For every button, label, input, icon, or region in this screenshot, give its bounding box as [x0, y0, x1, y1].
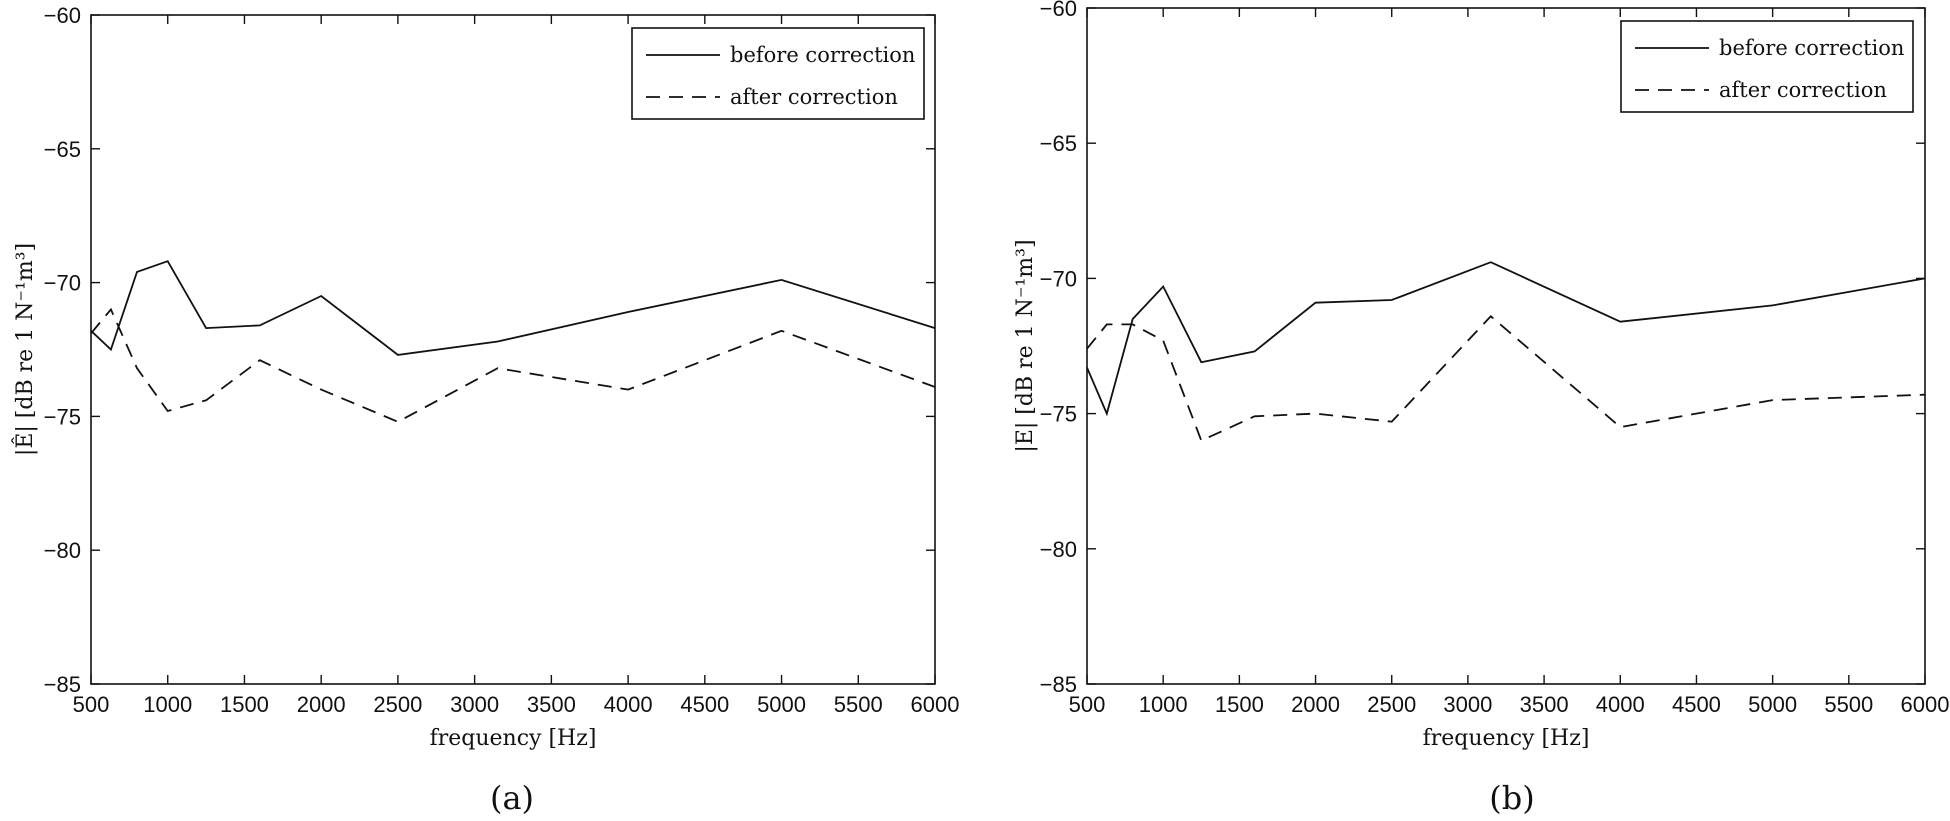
legend-label: after correction: [1719, 78, 1887, 102]
y-tick-label: −80: [1040, 537, 1077, 562]
panel-label: (b): [1489, 779, 1534, 817]
y-tick-label: −60: [44, 3, 81, 28]
panel-label: (a): [490, 779, 534, 817]
x-tick-label: 4000: [604, 692, 653, 717]
y-tick-label: −85: [44, 672, 81, 697]
legend-label: before correction: [730, 43, 915, 67]
x-tick-label: 2000: [1291, 692, 1340, 717]
y-tick-label: −65: [44, 137, 81, 162]
x-tick-label: 6000: [911, 692, 960, 717]
x-tick-label: 2500: [1367, 692, 1416, 717]
x-tick-label: 1500: [220, 692, 269, 717]
x-tick-label: 4500: [680, 692, 729, 717]
x-tick-label: 3500: [1520, 692, 1569, 717]
x-tick-label: 3000: [1443, 692, 1492, 717]
y-tick-label: −85: [1040, 672, 1077, 697]
y-tick-label: −80: [44, 538, 81, 563]
legend: before correction after correction: [631, 27, 925, 120]
series-line-before-correction: [90, 260, 936, 356]
y-tick-label: −65: [1040, 131, 1077, 156]
x-axis-label: frequency [Hz]: [430, 726, 597, 751]
series-line-before-correction: [1086, 261, 1926, 417]
x-tick-label: 5000: [757, 692, 806, 717]
legend-box: [1620, 20, 1914, 113]
x-tick-label: 500: [1069, 692, 1106, 717]
x-tick-label: 1000: [143, 692, 192, 717]
y-tick-label: −70: [44, 271, 81, 296]
y-tick-label: −75: [1040, 402, 1077, 427]
series-line-after-correction: [90, 307, 936, 423]
x-axis-label: frequency [Hz]: [1423, 726, 1590, 751]
y-axis-label: |E| [dB re 1 N⁻¹m³]: [1013, 239, 1038, 452]
y-tick-label: −75: [44, 404, 81, 429]
x-tick-label: 2000: [297, 692, 346, 717]
x-tick-label: 1000: [1139, 692, 1188, 717]
x-tick-label: 6000: [1901, 692, 1950, 717]
y-tick-label: −70: [1040, 266, 1077, 291]
y-axis-label: |Ê| [dB re 1 N⁻¹m³]: [11, 243, 38, 456]
x-tick-label: 1500: [1215, 692, 1264, 717]
chart-panel-a: 500 1000 1500 2000 2500 3000 3500 4000 4500 5000 5…: [11, 3, 959, 817]
legend-box: [631, 27, 925, 120]
chart-panel-b: 500 1000 1500 2000 2500 3000 3500 4000 4500 5000 5…: [1013, 0, 1949, 817]
y-tick-label: −60: [1040, 0, 1077, 21]
x-tick-label: 5500: [1824, 692, 1873, 717]
legend-label: after correction: [730, 85, 898, 109]
legend-label: before correction: [1719, 36, 1904, 60]
x-tick-label: 4500: [1672, 692, 1721, 717]
x-tick-label: 500: [73, 692, 110, 717]
series-line-after-correction: [1086, 315, 1926, 442]
x-tick-label: 2500: [373, 692, 422, 717]
plot-frame: [90, 14, 936, 685]
legend: before correction after correction: [1620, 20, 1914, 113]
x-tick-label: 5500: [834, 692, 883, 717]
x-tick-label: 3500: [527, 692, 576, 717]
x-tick-label: 3000: [450, 692, 499, 717]
plot-frame: [1086, 7, 1926, 685]
x-tick-label: 5000: [1748, 692, 1797, 717]
x-tick-label: 4000: [1596, 692, 1645, 717]
